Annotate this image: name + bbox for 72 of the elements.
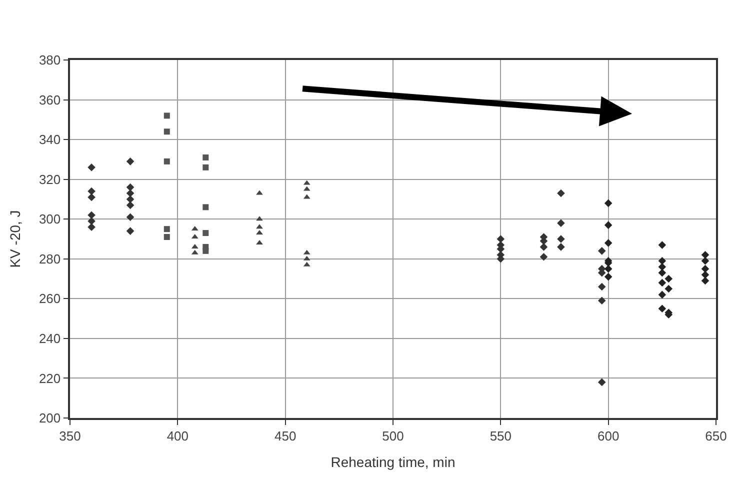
point — [604, 221, 612, 229]
point — [598, 296, 606, 305]
point — [164, 128, 170, 135]
x-tick-label: 350 — [59, 428, 81, 444]
y-tick-label: 260 — [38, 291, 61, 306]
point — [604, 264, 612, 273]
point — [126, 227, 134, 235]
point — [88, 187, 96, 196]
point — [88, 217, 96, 225]
point — [202, 204, 209, 210]
x-tick-label: 500 — [382, 428, 404, 444]
point — [256, 190, 263, 195]
point — [604, 199, 612, 208]
point — [701, 256, 710, 265]
point — [126, 213, 134, 222]
point — [540, 253, 548, 261]
y-tick-label: 220 — [38, 370, 61, 386]
y-tick-label: 300 — [38, 212, 61, 227]
point — [664, 274, 673, 283]
point — [164, 112, 170, 119]
point — [202, 248, 209, 254]
point — [88, 211, 96, 220]
point — [164, 226, 170, 232]
point — [256, 224, 263, 229]
point — [658, 290, 666, 299]
point — [126, 158, 134, 166]
point — [557, 219, 565, 227]
point — [658, 256, 666, 265]
point — [126, 201, 134, 210]
point — [557, 189, 565, 198]
point — [164, 158, 170, 164]
point — [658, 304, 666, 313]
point — [256, 216, 263, 221]
x-tick-label: 550 — [490, 428, 512, 444]
y-tick-label: 380 — [38, 52, 61, 68]
point — [604, 239, 612, 247]
point — [557, 243, 565, 251]
point — [202, 154, 209, 160]
y-tick-label: 360 — [38, 92, 61, 108]
point — [256, 240, 263, 244]
x-tick-label: 400 — [166, 428, 189, 444]
point — [658, 241, 666, 249]
point — [604, 272, 612, 281]
x-tick-label: 450 — [274, 428, 296, 444]
point — [540, 243, 548, 251]
point — [496, 235, 505, 243]
x-tick-label: 600 — [597, 428, 620, 444]
y-tick-label: 340 — [38, 132, 61, 148]
point — [164, 234, 170, 240]
y-axis-title: KV -20, J — [7, 210, 24, 268]
point — [202, 164, 209, 170]
y-tick-label: 280 — [38, 251, 61, 266]
point — [701, 276, 710, 285]
point — [701, 251, 710, 259]
point — [598, 247, 606, 255]
point — [202, 230, 209, 236]
point — [88, 164, 96, 172]
point — [598, 378, 606, 386]
y-tick-label: 200 — [38, 410, 61, 426]
point — [88, 193, 96, 202]
point — [88, 223, 96, 231]
point — [598, 282, 606, 291]
point — [658, 262, 666, 271]
y-tick-label: 240 — [38, 330, 61, 346]
point — [664, 284, 673, 293]
point — [658, 278, 666, 287]
y-tick-label: 320 — [38, 172, 61, 187]
point — [256, 230, 263, 235]
point — [658, 268, 666, 277]
x-axis-title: Reheating time, min — [330, 454, 456, 470]
x-tick-label: 650 — [705, 428, 727, 444]
point — [557, 235, 565, 243]
